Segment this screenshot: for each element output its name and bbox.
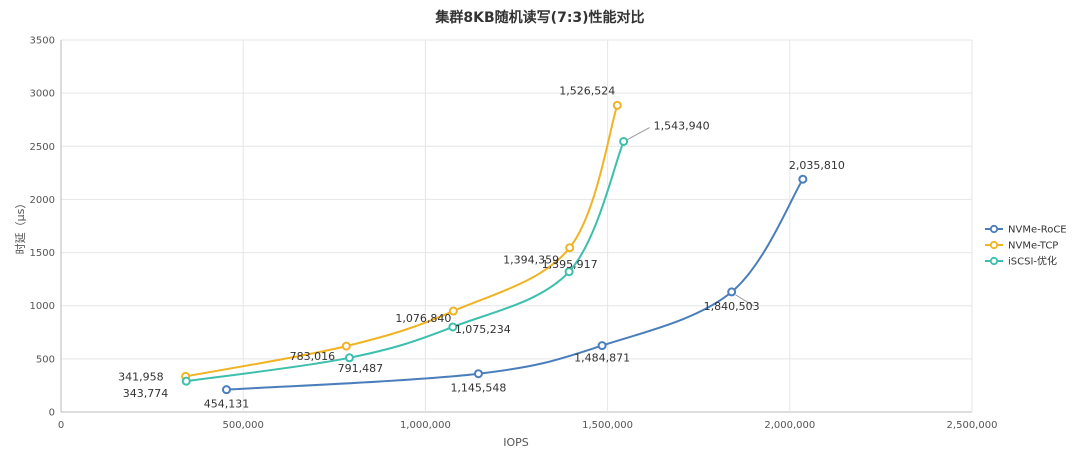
series-lines [185, 105, 804, 391]
data-point-iscsi [619, 137, 629, 147]
data-point-nvme-roce [221, 385, 231, 395]
leader-line [735, 294, 754, 307]
data-label-iscsi: 343,774 [123, 387, 169, 400]
leader-line [627, 127, 650, 140]
y-tick-label: 3000 [30, 89, 55, 100]
leader-lines [627, 127, 754, 307]
legend-marker-iscsi [989, 256, 999, 266]
grid-lines [60, 39, 973, 413]
data-point-nvme-roce [798, 174, 808, 184]
data-point-iscsi [344, 353, 354, 363]
data-points [181, 100, 808, 395]
y-tick-label: 0 [49, 408, 55, 419]
data-label-iscsi: 791,487 [338, 362, 384, 375]
data-label-iscsi: 1,543,940 [654, 120, 710, 133]
data-point-nvme-roce [473, 369, 483, 379]
data-point-nvme-tcp [341, 341, 351, 351]
y-tick-label: 500 [36, 354, 55, 365]
data-point-iscsi [448, 322, 458, 332]
series-line-nvme-roce [226, 178, 804, 391]
x-tick-label: 1,000,000 [400, 420, 451, 431]
data-point-nvme-tcp [448, 306, 458, 316]
data-point-iscsi [181, 376, 191, 386]
data-label-nvme-roce: 1,145,548 [450, 382, 506, 395]
data-label-nvme-roce: 1,484,871 [574, 352, 630, 365]
data-label-nvme-roce: 1,840,503 [704, 300, 760, 313]
y-tick-label: 1500 [30, 248, 55, 259]
data-point-nvme-roce [597, 341, 607, 351]
data-point-nvme-tcp [565, 243, 575, 253]
data-label-iscsi: 1,394,359 [503, 254, 559, 267]
legend-label-nvme-roce: NVMe-RoCE [1008, 225, 1067, 236]
data-label-nvme-tcp: 1,076,840 [395, 312, 451, 325]
x-tick-label: 500,000 [223, 420, 264, 431]
data-label-nvme-tcp: 1,395,917 [542, 258, 598, 271]
data-label-iscsi: 1,075,234 [455, 323, 511, 336]
data-label-nvme-tcp: 1,526,524 [559, 84, 615, 97]
data-point-iscsi [564, 267, 574, 277]
x-tick-label: 0 [58, 420, 64, 431]
legend-label-nvme-tcp: NVMe-TCP [1008, 241, 1058, 252]
chart-title: 集群8KB随机读写(7:3)性能对比 [434, 9, 644, 26]
legend-marker-nvme-tcp [989, 240, 999, 250]
y-tick-label: 3500 [30, 36, 55, 47]
x-axis-label: IOPS [503, 436, 529, 449]
data-labels: 454,131 1,145,548 1,484,871 1,840,503 2,035,… [118, 84, 845, 410]
y-axis-label: 时延（μs） [14, 198, 27, 255]
y-axis-ticks: 0 500 1000 1500 2000 2500 3000 3500 [30, 36, 55, 419]
x-axis-ticks: 0 500,000 1,000,000 1,500,000 2,000,000 2,500… [58, 420, 998, 431]
data-label-nvme-roce: 2,035,810 [789, 159, 845, 172]
y-tick-label: 1000 [30, 301, 55, 312]
y-tick-label: 2000 [30, 195, 55, 206]
x-tick-label: 1,500,000 [582, 420, 633, 431]
data-label-nvme-tcp: 341,958 [118, 370, 164, 383]
x-tick-label: 2,500,000 [947, 420, 998, 431]
data-point-nvme-tcp [612, 100, 622, 110]
x-tick-label: 2,000,000 [764, 420, 815, 431]
data-label-nvme-roce: 454,131 [204, 398, 250, 411]
legend: NVMe-RoCE NVMe-TCP iSCSI-优化 [985, 225, 1067, 268]
y-tick-label: 2500 [30, 142, 55, 153]
data-label-nvme-tcp: 783,016 [290, 350, 336, 363]
data-point-nvme-roce [727, 287, 737, 297]
legend-label-iscsi: iSCSI-优化 [1008, 255, 1057, 268]
legend-marker-nvme-roce [989, 224, 999, 234]
